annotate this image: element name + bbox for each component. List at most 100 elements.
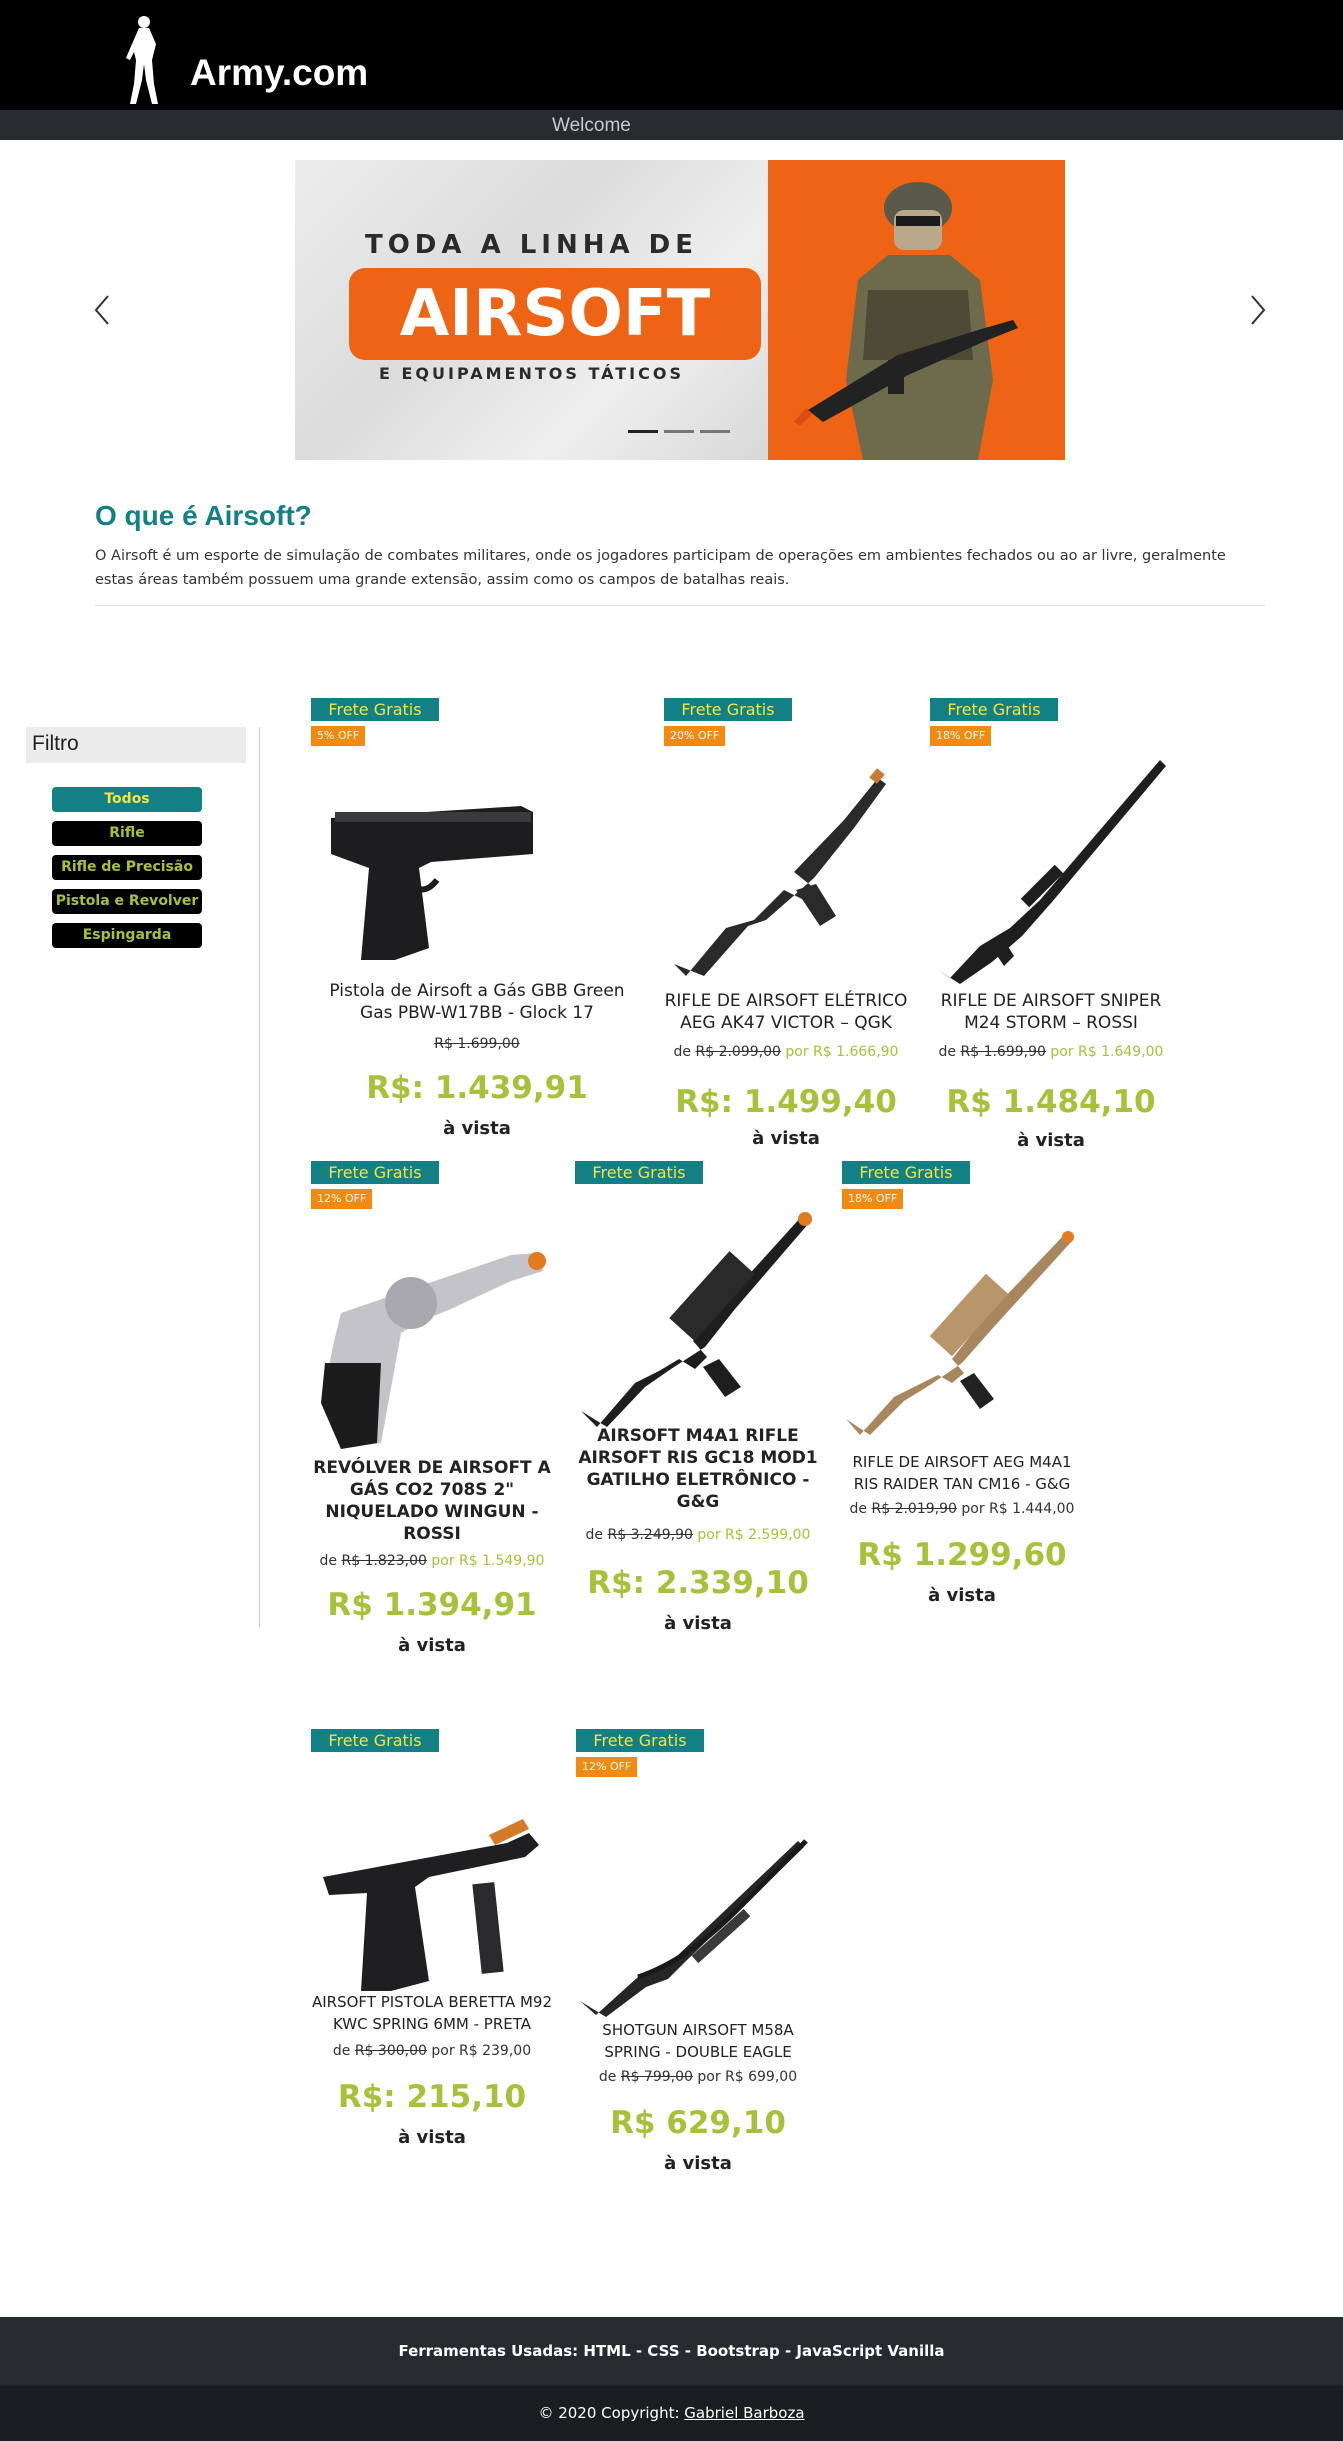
product-image	[674, 768, 886, 976]
author-link[interactable]: Gabriel Barboza	[684, 2404, 805, 2422]
frete-gratis-badge: Frete Gratis	[664, 698, 792, 721]
product-price: R$: 1.439,91	[366, 1070, 588, 1106]
discount-badge: 12% OFF	[576, 1757, 638, 1777]
product-old-price-row: de R$ 2.019,90 por R$ 1.444,00	[849, 1501, 1075, 1517]
product-old-price: R$ 2.099,00	[695, 1044, 781, 1060]
product-image	[580, 1839, 808, 2017]
frete-gratis-badge: Frete Gratis	[930, 698, 1058, 721]
banner-headline: AIRSOFT	[349, 268, 761, 360]
filter-rifle-precisao-button[interactable]: Rifle de Precisão	[52, 855, 202, 880]
carousel-indicator[interactable]	[700, 430, 730, 433]
about-title: O que é Airsoft?	[95, 500, 312, 531]
product-old-price: R$ 1.823,00	[341, 1553, 427, 1569]
product-old-price-row: de R$ 300,00 por R$ 239,00	[332, 2043, 532, 2059]
product-price: R$ 629,10	[610, 2105, 786, 2141]
product-price: R$: 215,10	[337, 2079, 527, 2115]
footer-tools-label: Ferramentas Usadas:	[398, 2342, 579, 2360]
product-payment-note: à vista	[928, 1585, 996, 1606]
product-price: R$ 1.394,91	[327, 1587, 537, 1623]
product-price: R$ 1.299,60	[857, 1537, 1067, 1573]
soldier-logo-icon	[126, 16, 158, 104]
product-card[interactable]: Frete Gratis AIRSOFT M4A1 RIFLE AIRSOFT …	[575, 1161, 821, 1651]
discount-badge: 18% OFF	[842, 1189, 904, 1209]
product-card[interactable]: Frete Gratis 18% OFF RIFLE DE AIRSOFT AE…	[842, 1161, 1082, 1611]
frete-gratis-badge: Frete Gratis	[842, 1161, 970, 1184]
frete-gratis-badge: Frete Gratis	[576, 1729, 704, 1752]
filter-espingarda-button[interactable]: Espingarda	[52, 923, 202, 948]
product-image	[331, 806, 533, 960]
soldier-image	[794, 182, 1018, 460]
product-payment-note: à vista	[398, 2127, 466, 2148]
discount-badge: 12% OFF	[311, 1189, 373, 1209]
product-card[interactable]: Frete Gratis AIRSOFT PISTOLA BERETTA M92…	[311, 1729, 553, 2159]
divider	[95, 605, 1265, 606]
product-payment-note: à vista	[752, 1128, 820, 1149]
carousel-next-icon[interactable]	[1246, 290, 1270, 330]
frete-gratis-badge: Frete Gratis	[311, 1161, 439, 1184]
filter-title: Filtro	[26, 727, 246, 763]
product-old-price: R$ 300,00	[354, 2043, 427, 2059]
sidebar-divider	[259, 727, 260, 1627]
navbar: Welcome	[0, 110, 1343, 140]
product-price: R$ 1.484,10	[946, 1084, 1156, 1120]
filter-sidebar: Filtro Todos Rifle Rifle de Precisão Pis…	[26, 727, 259, 948]
product-payment-note: à vista	[443, 1118, 511, 1139]
product-name[interactable]: RIFLE DE AIRSOFT ELÉTRICO AEG AK47 VICTO…	[664, 991, 908, 1033]
product-price: R$: 1.499,40	[675, 1084, 897, 1120]
product-old-price: R$ 3.249,90	[607, 1527, 693, 1543]
product-old-price-row: de R$ 3.249,90 por R$ 2.599,00	[585, 1527, 811, 1543]
discount-badge: 18% OFF	[930, 726, 992, 746]
product-name[interactable]: RIFLE DE AIRSOFT SNIPER M24 STORM – ROSS…	[940, 991, 1162, 1033]
product-image	[323, 1819, 539, 1991]
frete-gratis-badge: Frete Gratis	[311, 1729, 439, 1752]
carousel-prev-icon[interactable]	[90, 290, 114, 330]
product-old-price: R$ 1.699,00	[434, 1036, 520, 1052]
product-image	[938, 760, 1166, 984]
product-old-price: R$ 799,00	[620, 2069, 693, 2085]
product-image	[846, 1231, 1074, 1435]
product-name[interactable]: RIFLE DE AIRSOFT AEG M4A1 RIS RAIDER TAN…	[852, 1453, 1072, 1493]
product-card[interactable]: Frete Gratis 20% OFF RIFLE DE AIRSOFT EL…	[664, 698, 908, 1158]
filter-pistola-revolver-button[interactable]: Pistola e Revolver	[52, 889, 202, 914]
frete-gratis-badge: Frete Gratis	[311, 698, 439, 721]
product-old-price-row: R$ 1.699,00	[311, 1036, 643, 1052]
product-payment-note: à vista	[664, 2153, 732, 2174]
filter-todos-button[interactable]: Todos	[52, 787, 202, 812]
carousel-indicators	[628, 430, 730, 433]
top-header: Army.com	[0, 0, 1343, 110]
product-price: R$: 2.339,10	[587, 1565, 809, 1601]
banner-left-panel: TODA A LINHA DE AIRSOFT E EQUIPAMENTOS T…	[295, 160, 768, 460]
product-name[interactable]: AIRSOFT PISTOLA BERETTA M92 KWC SPRING 6…	[311, 1993, 553, 2033]
discount-badge: 20% OFF	[664, 726, 726, 746]
product-name[interactable]: Pistola de Airsoft a Gás GBB Green Gas P…	[329, 981, 625, 1023]
product-name[interactable]: AIRSOFT M4A1 RIFLE AIRSOFT RIS GC18 MOD1…	[578, 1426, 818, 1512]
carousel-indicator[interactable]	[664, 430, 694, 433]
product-card[interactable]: Frete Gratis 12% OFF SHOTGUN AIRSOFT M58…	[576, 1729, 820, 2189]
product-card[interactable]: Frete Gratis 12% OFF REVÓLVER DE AIRSOFT…	[311, 1161, 553, 1671]
product-image	[321, 1252, 546, 1449]
product-card[interactable]: Frete Gratis 5% OFF Pistola de Airsoft a…	[311, 698, 643, 1148]
footer-tools: Ferramentas Usadas: HTML - CSS - Bootstr…	[0, 2317, 1343, 2385]
copyright-text: © 2020 Copyright:	[538, 2404, 680, 2422]
product-old-price-row: de R$ 2.099,00 por R$ 1.666,90	[673, 1044, 899, 1060]
product-payment-note: à vista	[1017, 1130, 1085, 1151]
footer-tools-list: HTML - CSS - Bootstrap - JavaScript Vani…	[583, 2342, 945, 2360]
product-name[interactable]: SHOTGUN AIRSOFT M58A SPRING - DOUBLE EAG…	[602, 2021, 794, 2061]
nav-welcome-link[interactable]: Welcome	[552, 115, 631, 136]
product-name[interactable]: REVÓLVER DE AIRSOFT A GÁS CO2 708S 2" NI…	[313, 1458, 551, 1544]
filter-rifle-button[interactable]: Rifle	[52, 821, 202, 846]
about-text: O Airsoft é um esporte de simulação de c…	[95, 548, 1226, 588]
product-old-price: R$ 2.019,90	[871, 1501, 957, 1517]
product-payment-note: à vista	[664, 1613, 732, 1634]
product-old-price-row: de R$ 799,00 por R$ 699,00	[598, 2069, 798, 2085]
product-card[interactable]: Frete Gratis 18% OFF RIFLE DE AIRSOFT SN…	[930, 698, 1172, 1158]
banner-line2: E EQUIPAMENTOS TÁTICOS	[378, 364, 684, 383]
banner-carousel: TODA A LINHA DE AIRSOFT E EQUIPAMENTOS T…	[295, 160, 1065, 460]
site-logo-text[interactable]: Army.com	[190, 52, 369, 93]
frete-gratis-badge: Frete Gratis	[575, 1161, 703, 1184]
product-old-price-row: de R$ 1.823,00 por R$ 1.549,90	[319, 1553, 545, 1569]
discount-badge: 5% OFF	[311, 726, 366, 746]
product-old-price-row: de R$ 1.699,90 por R$ 1.649,00	[938, 1044, 1164, 1060]
carousel-indicator[interactable]	[628, 430, 658, 433]
filter-list: Todos Rifle Rifle de Precisão Pistola e …	[52, 787, 202, 957]
